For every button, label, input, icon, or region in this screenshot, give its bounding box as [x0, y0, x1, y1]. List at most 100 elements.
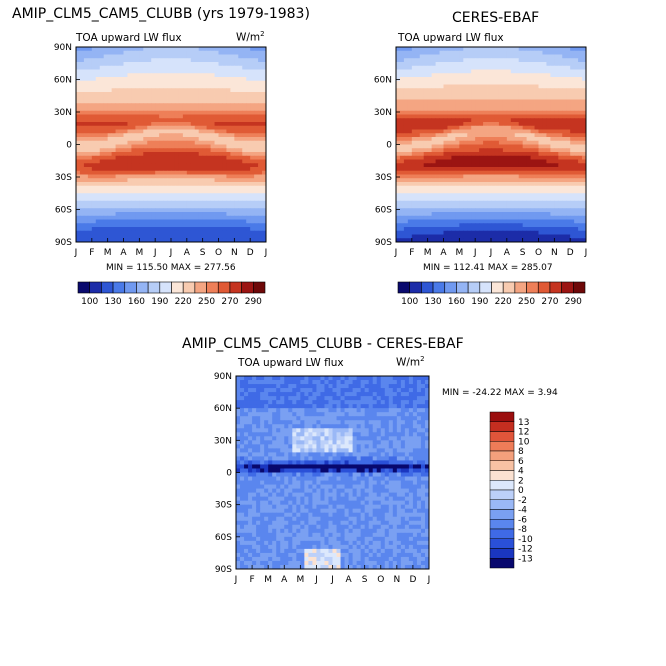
- panel2-cell: [455, 107, 460, 112]
- panel1-cell: [83, 77, 89, 82]
- panel2-cell: [502, 103, 508, 108]
- panel1-cell: [171, 234, 176, 239]
- panel2-cell: [494, 219, 500, 224]
- panel2-cell: [443, 227, 448, 232]
- panel2-cell: [574, 174, 579, 179]
- panel2-cell: [518, 219, 524, 224]
- panel1-cell: [143, 47, 148, 52]
- panel2-cell: [582, 110, 587, 115]
- panel2-cell: [451, 215, 456, 220]
- panel1-cell: [190, 144, 196, 149]
- panel1-cell: [246, 204, 251, 209]
- panel2-cell: [550, 152, 555, 157]
- panel2-cell: [491, 129, 496, 134]
- panel2-cell: [403, 185, 409, 190]
- panel2-cell: [463, 110, 468, 115]
- panel1-cell: [214, 137, 219, 142]
- panel2-cell: [459, 148, 464, 153]
- panel1-cell: [147, 84, 152, 89]
- panel2-cell: [558, 69, 563, 74]
- panel2-cell: [491, 88, 496, 93]
- panel1-cell: [198, 107, 204, 112]
- panel2-cell: [578, 73, 583, 78]
- panel1-cell: [91, 62, 97, 67]
- panel1-cell: [202, 185, 208, 190]
- panel2-cell: [407, 193, 413, 198]
- panel2-cell: [467, 129, 472, 134]
- panel2-cell: [550, 223, 555, 228]
- panel2-cell: [494, 133, 500, 138]
- panel1-cell: [171, 80, 176, 85]
- panel2-cell: [407, 110, 413, 115]
- panel1-cell: [135, 182, 140, 187]
- panel1-xtick-label: O: [215, 248, 222, 258]
- panel1-cell: [76, 178, 81, 183]
- panel1-cell: [186, 80, 192, 85]
- panel1-cell: [76, 133, 81, 138]
- panel2-cell: [570, 122, 575, 127]
- panel1-cell: [198, 62, 204, 67]
- panel2-cell: [447, 208, 452, 213]
- panel1-cell: [95, 62, 101, 67]
- panel2-cell: [475, 167, 480, 172]
- panel2-cell: [439, 167, 444, 172]
- panel2-cell: [403, 129, 409, 134]
- panel2-cell: [431, 167, 436, 172]
- panel2-cell: [502, 125, 508, 130]
- panel2-cell: [570, 174, 575, 179]
- panel1-cell: [171, 58, 176, 63]
- panel2-cell: [439, 215, 444, 220]
- panel2-cell: [487, 227, 492, 232]
- panel1-cell: [262, 110, 267, 115]
- panel1-cell: [190, 65, 196, 70]
- panel1-cell: [178, 118, 184, 123]
- panel2-cell: [582, 148, 587, 153]
- panel2-cell: [566, 50, 571, 55]
- panel1-cell: [135, 230, 140, 235]
- panel2-cell: [546, 54, 551, 59]
- panel2-cell: [447, 69, 452, 74]
- panel1-cell: [163, 69, 168, 74]
- panel2-cell: [506, 65, 512, 70]
- panel2-cell: [411, 197, 417, 202]
- panel1-cell: [214, 92, 219, 97]
- panel2-cell: [435, 144, 440, 149]
- panel2-cell: [562, 129, 567, 134]
- panel1-cell: [226, 77, 231, 82]
- panel2-cell: [435, 212, 440, 217]
- panel2-cell: [431, 204, 436, 209]
- panel1-cell: [127, 163, 132, 168]
- panel1-cell: [206, 114, 211, 119]
- panel1-cell: [171, 133, 176, 138]
- panel1-cell: [147, 110, 152, 115]
- panel2-cell: [407, 197, 413, 202]
- panel1-cell: [206, 133, 211, 138]
- panel2-cell: [494, 215, 500, 220]
- panel1-cell: [79, 178, 85, 183]
- panel2-cell: [443, 140, 448, 145]
- panel1-cell: [190, 114, 196, 119]
- panel1-cell: [246, 58, 251, 63]
- panel1-cell: [206, 223, 211, 228]
- panel1-cell: [206, 47, 211, 52]
- panel1-colorbar-label: 190: [151, 297, 168, 307]
- panel2-cell: [463, 230, 468, 235]
- panel2-cell: [578, 230, 583, 235]
- panel1-cell: [242, 148, 247, 153]
- panel1-cell: [226, 178, 231, 183]
- panel2-cell: [487, 110, 492, 115]
- panel1-cell: [242, 65, 247, 70]
- panel2-cell: [459, 227, 464, 232]
- panel2-cell: [419, 167, 425, 172]
- panel1-cell: [250, 234, 255, 239]
- panel2-cell: [566, 62, 571, 67]
- panel1-cell: [155, 167, 160, 172]
- panel1-cell: [143, 58, 148, 63]
- panel1-cell: [163, 189, 168, 194]
- panel2-cell: [479, 47, 484, 52]
- panel2-cell: [538, 62, 543, 67]
- panel1-cell: [218, 163, 223, 168]
- panel1-cell: [107, 103, 113, 108]
- panel2-cell: [455, 80, 460, 85]
- panel2-cell: [415, 103, 421, 108]
